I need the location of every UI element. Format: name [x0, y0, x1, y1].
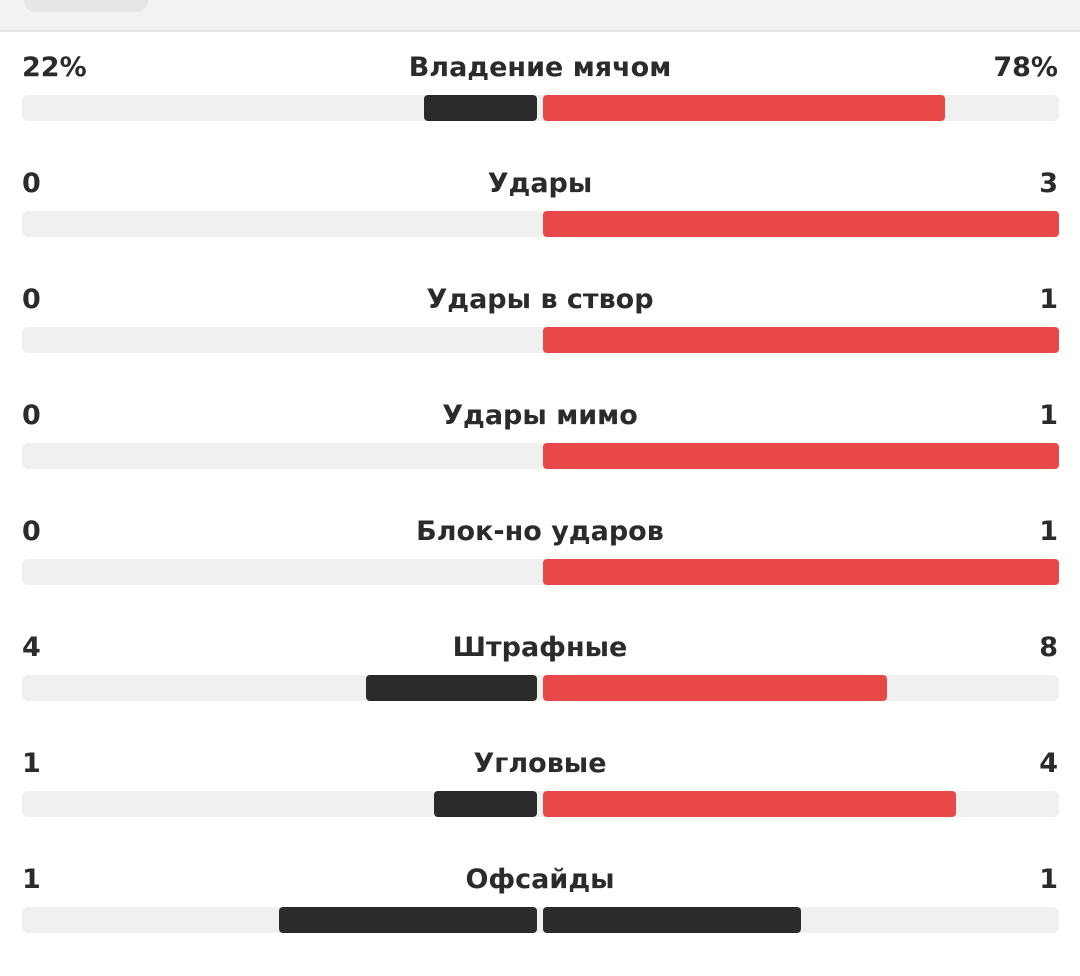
away-value: 1	[1039, 400, 1058, 431]
stat-label-line: Блок-но ударов 0 1	[22, 512, 1058, 552]
home-value: 1	[22, 864, 41, 895]
away-value: 78%	[993, 52, 1058, 83]
stat-name: Штрафные	[452, 632, 628, 663]
stat-row: Блок-но ударов 0 1	[0, 512, 1080, 628]
stat-name: Удары в створ	[426, 284, 654, 315]
home-bar	[279, 907, 537, 933]
stat-bar-track	[22, 675, 1059, 701]
stat-label-line: Удары мимо 0 1	[22, 396, 1058, 436]
away-bar	[543, 675, 887, 701]
stat-label-line: Штрафные 4 8	[22, 628, 1058, 668]
stat-name: Владение мячом	[408, 52, 672, 83]
stat-bar-track	[22, 443, 1059, 469]
away-value: 1	[1039, 864, 1058, 895]
stat-bar-track	[22, 95, 1059, 121]
stat-label-line: Удары 0 3	[22, 164, 1058, 204]
stat-label-line: Удары в створ 0 1	[22, 280, 1058, 320]
home-bar	[434, 791, 537, 817]
away-value: 1	[1039, 516, 1058, 547]
stat-row: Штрафные 4 8	[0, 628, 1080, 744]
away-value: 3	[1039, 168, 1058, 199]
away-value: 1	[1039, 284, 1058, 315]
stat-row: Владение мячом 22% 78%	[0, 48, 1080, 164]
stat-row: Удары в створ 0 1	[0, 280, 1080, 396]
stat-name: Блок-но ударов	[416, 516, 664, 547]
stat-bar-track	[22, 791, 1059, 817]
stat-name: Удары	[487, 168, 593, 199]
away-bar	[543, 327, 1059, 353]
stat-label-line: Офсайды 1 1	[22, 860, 1058, 900]
home-value: 0	[22, 168, 41, 199]
home-bar	[366, 675, 537, 701]
home-value: 22%	[22, 52, 87, 83]
away-bar	[543, 95, 945, 121]
stat-label-line: Угловые 1 4	[22, 744, 1058, 784]
away-value: 8	[1039, 632, 1058, 663]
stat-row: Угловые 1 4	[0, 744, 1080, 860]
stat-label-line: Владение мячом 22% 78%	[22, 48, 1058, 88]
away-value: 4	[1039, 748, 1058, 779]
stat-row: Удары 0 3	[0, 164, 1080, 280]
stat-bar-track	[22, 211, 1059, 237]
stat-row: Офсайды 1 1	[0, 860, 1080, 976]
stat-bar-track	[22, 559, 1059, 585]
home-value: 0	[22, 400, 41, 431]
home-value: 4	[22, 632, 41, 663]
away-bar	[543, 907, 801, 933]
tab-pill[interactable]	[24, 0, 148, 12]
home-value: 1	[22, 748, 41, 779]
home-bar	[424, 95, 537, 121]
stat-name: Удары мимо	[442, 400, 638, 431]
stat-name: Офсайды	[465, 864, 615, 895]
away-bar	[543, 559, 1059, 585]
away-bar	[543, 443, 1059, 469]
stat-row: Удары мимо 0 1	[0, 396, 1080, 512]
stat-bar-track	[22, 327, 1059, 353]
home-value: 0	[22, 284, 41, 315]
away-bar	[543, 791, 956, 817]
home-value: 0	[22, 516, 41, 547]
match-stats-list: Владение мячом 22% 78% Удары 0 3 Удары в створ…	[0, 48, 1080, 976]
header-strip	[0, 0, 1080, 32]
stat-name: Угловые	[473, 748, 607, 779]
away-bar	[543, 211, 1059, 237]
stat-bar-track	[22, 907, 1059, 933]
